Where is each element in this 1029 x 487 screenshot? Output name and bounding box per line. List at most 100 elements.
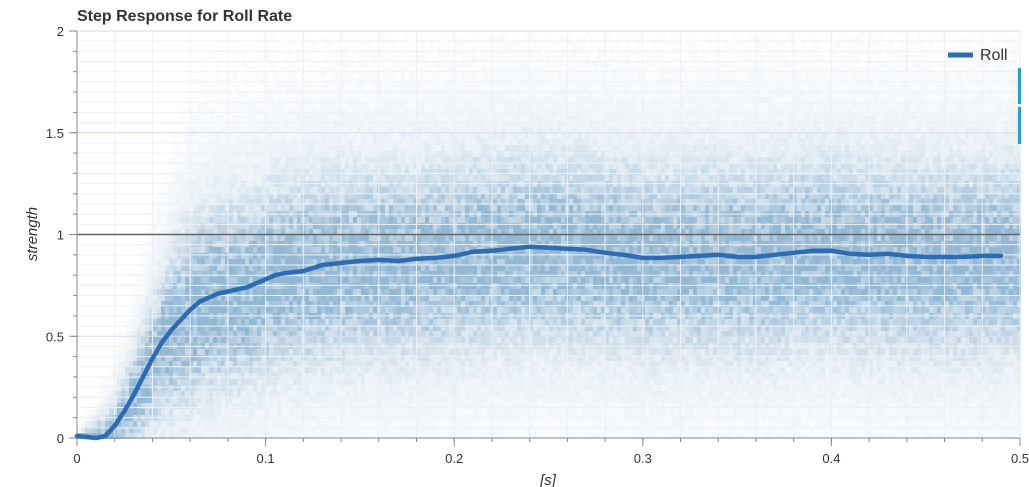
heat-cell: [165, 325, 169, 331]
heat-cell: [357, 253, 361, 259]
heat-cell: [293, 223, 297, 229]
heat-cell: [125, 331, 129, 337]
heat-cell: [405, 55, 409, 61]
heat-cell: [249, 169, 253, 175]
heat-cell: [193, 169, 197, 175]
heat-cell: [389, 145, 393, 151]
heat-cell: [181, 223, 185, 229]
heat-cell: [185, 391, 189, 397]
heat-cell: [245, 355, 249, 361]
heat-cell: [177, 331, 181, 337]
heat-cell: [293, 289, 297, 295]
heat-cell: [333, 433, 337, 439]
heat-cell: [417, 403, 421, 409]
heat-cell: [161, 205, 165, 211]
heat-cell: [217, 307, 221, 313]
heat-cell: [169, 235, 173, 241]
heat-cell: [321, 385, 325, 391]
heat-cell: [209, 433, 213, 439]
heat-cell: [193, 283, 197, 289]
heat-cell: [101, 403, 105, 409]
heat-cell: [453, 103, 457, 109]
heat-cell: [349, 241, 353, 247]
heat-cell: [401, 427, 405, 433]
heat-cell: [429, 331, 433, 337]
heat-cell: [209, 145, 213, 151]
heat-cell: [357, 247, 361, 253]
heat-cell: [149, 337, 153, 343]
heat-cell: [373, 133, 377, 139]
heat-cell: [257, 271, 261, 277]
heat-cell: [313, 295, 317, 301]
heat-cell: [389, 397, 393, 403]
heat-cell: [385, 265, 389, 271]
heat-cell: [161, 367, 165, 373]
heat-cell: [389, 247, 393, 253]
heat-cell: [205, 217, 209, 223]
heat-cell: [389, 121, 393, 127]
heat-cell: [233, 331, 237, 337]
heat-cell: [249, 295, 253, 301]
heat-cell: [129, 373, 133, 379]
heat-cell: [225, 217, 229, 223]
heat-cell: [229, 205, 233, 211]
heat-cell: [433, 31, 437, 37]
heat-cell: [333, 397, 337, 403]
heat-cell: [189, 271, 193, 277]
heat-cell: [401, 73, 405, 79]
heat-cell: [241, 127, 245, 133]
heat-cell: [237, 187, 241, 193]
heat-cell: [445, 175, 449, 181]
heat-cell: [369, 145, 373, 151]
heat-cell: [285, 43, 289, 49]
heat-cell: [257, 103, 261, 109]
heat-cell: [229, 241, 233, 247]
heat-cell: [277, 187, 281, 193]
heat-cell: [433, 235, 437, 241]
heat-cell: [177, 385, 181, 391]
heat-cell: [385, 367, 389, 373]
heat-cell: [337, 289, 341, 295]
heat-cell: [249, 157, 253, 163]
heat-cell: [373, 151, 377, 157]
heat-cell: [281, 199, 285, 205]
heat-cell: [333, 307, 337, 313]
heat-cell: [249, 319, 253, 325]
heat-cell: [197, 163, 201, 169]
heat-cell: [257, 163, 261, 169]
heat-cell: [305, 157, 309, 163]
heat-cell: [281, 97, 285, 103]
heat-cell: [161, 319, 165, 325]
heat-cell: [421, 229, 425, 235]
heat-cell: [373, 229, 377, 235]
heat-cell: [157, 319, 161, 325]
heat-cell: [141, 421, 145, 427]
heat-cell: [337, 253, 341, 259]
heat-cell: [241, 217, 245, 223]
heat-cell: [409, 259, 413, 265]
heat-cell: [417, 223, 421, 229]
heat-cell: [321, 421, 325, 427]
heat-cell: [373, 379, 377, 385]
heat-cell: [293, 361, 297, 367]
heat-cell: [409, 187, 413, 193]
heat-cell: [289, 139, 293, 145]
heat-cell: [249, 253, 253, 259]
heat-cell: [201, 247, 205, 253]
heat-cell: [305, 187, 309, 193]
heat-cell: [281, 49, 285, 55]
heat-cell: [249, 133, 253, 139]
heat-cell: [325, 133, 329, 139]
heat-cell: [381, 217, 385, 223]
heat-cell: [269, 157, 273, 163]
heat-cell: [249, 187, 253, 193]
heat-cell: [393, 337, 397, 343]
heat-cell: [117, 337, 121, 343]
heat-cell: [429, 241, 433, 247]
heat-cell: [205, 319, 209, 325]
heat-cell: [253, 241, 257, 247]
heat-cell: [225, 271, 229, 277]
heat-cell: [421, 157, 425, 163]
heat-cell: [405, 277, 409, 283]
heat-cell: [201, 205, 205, 211]
